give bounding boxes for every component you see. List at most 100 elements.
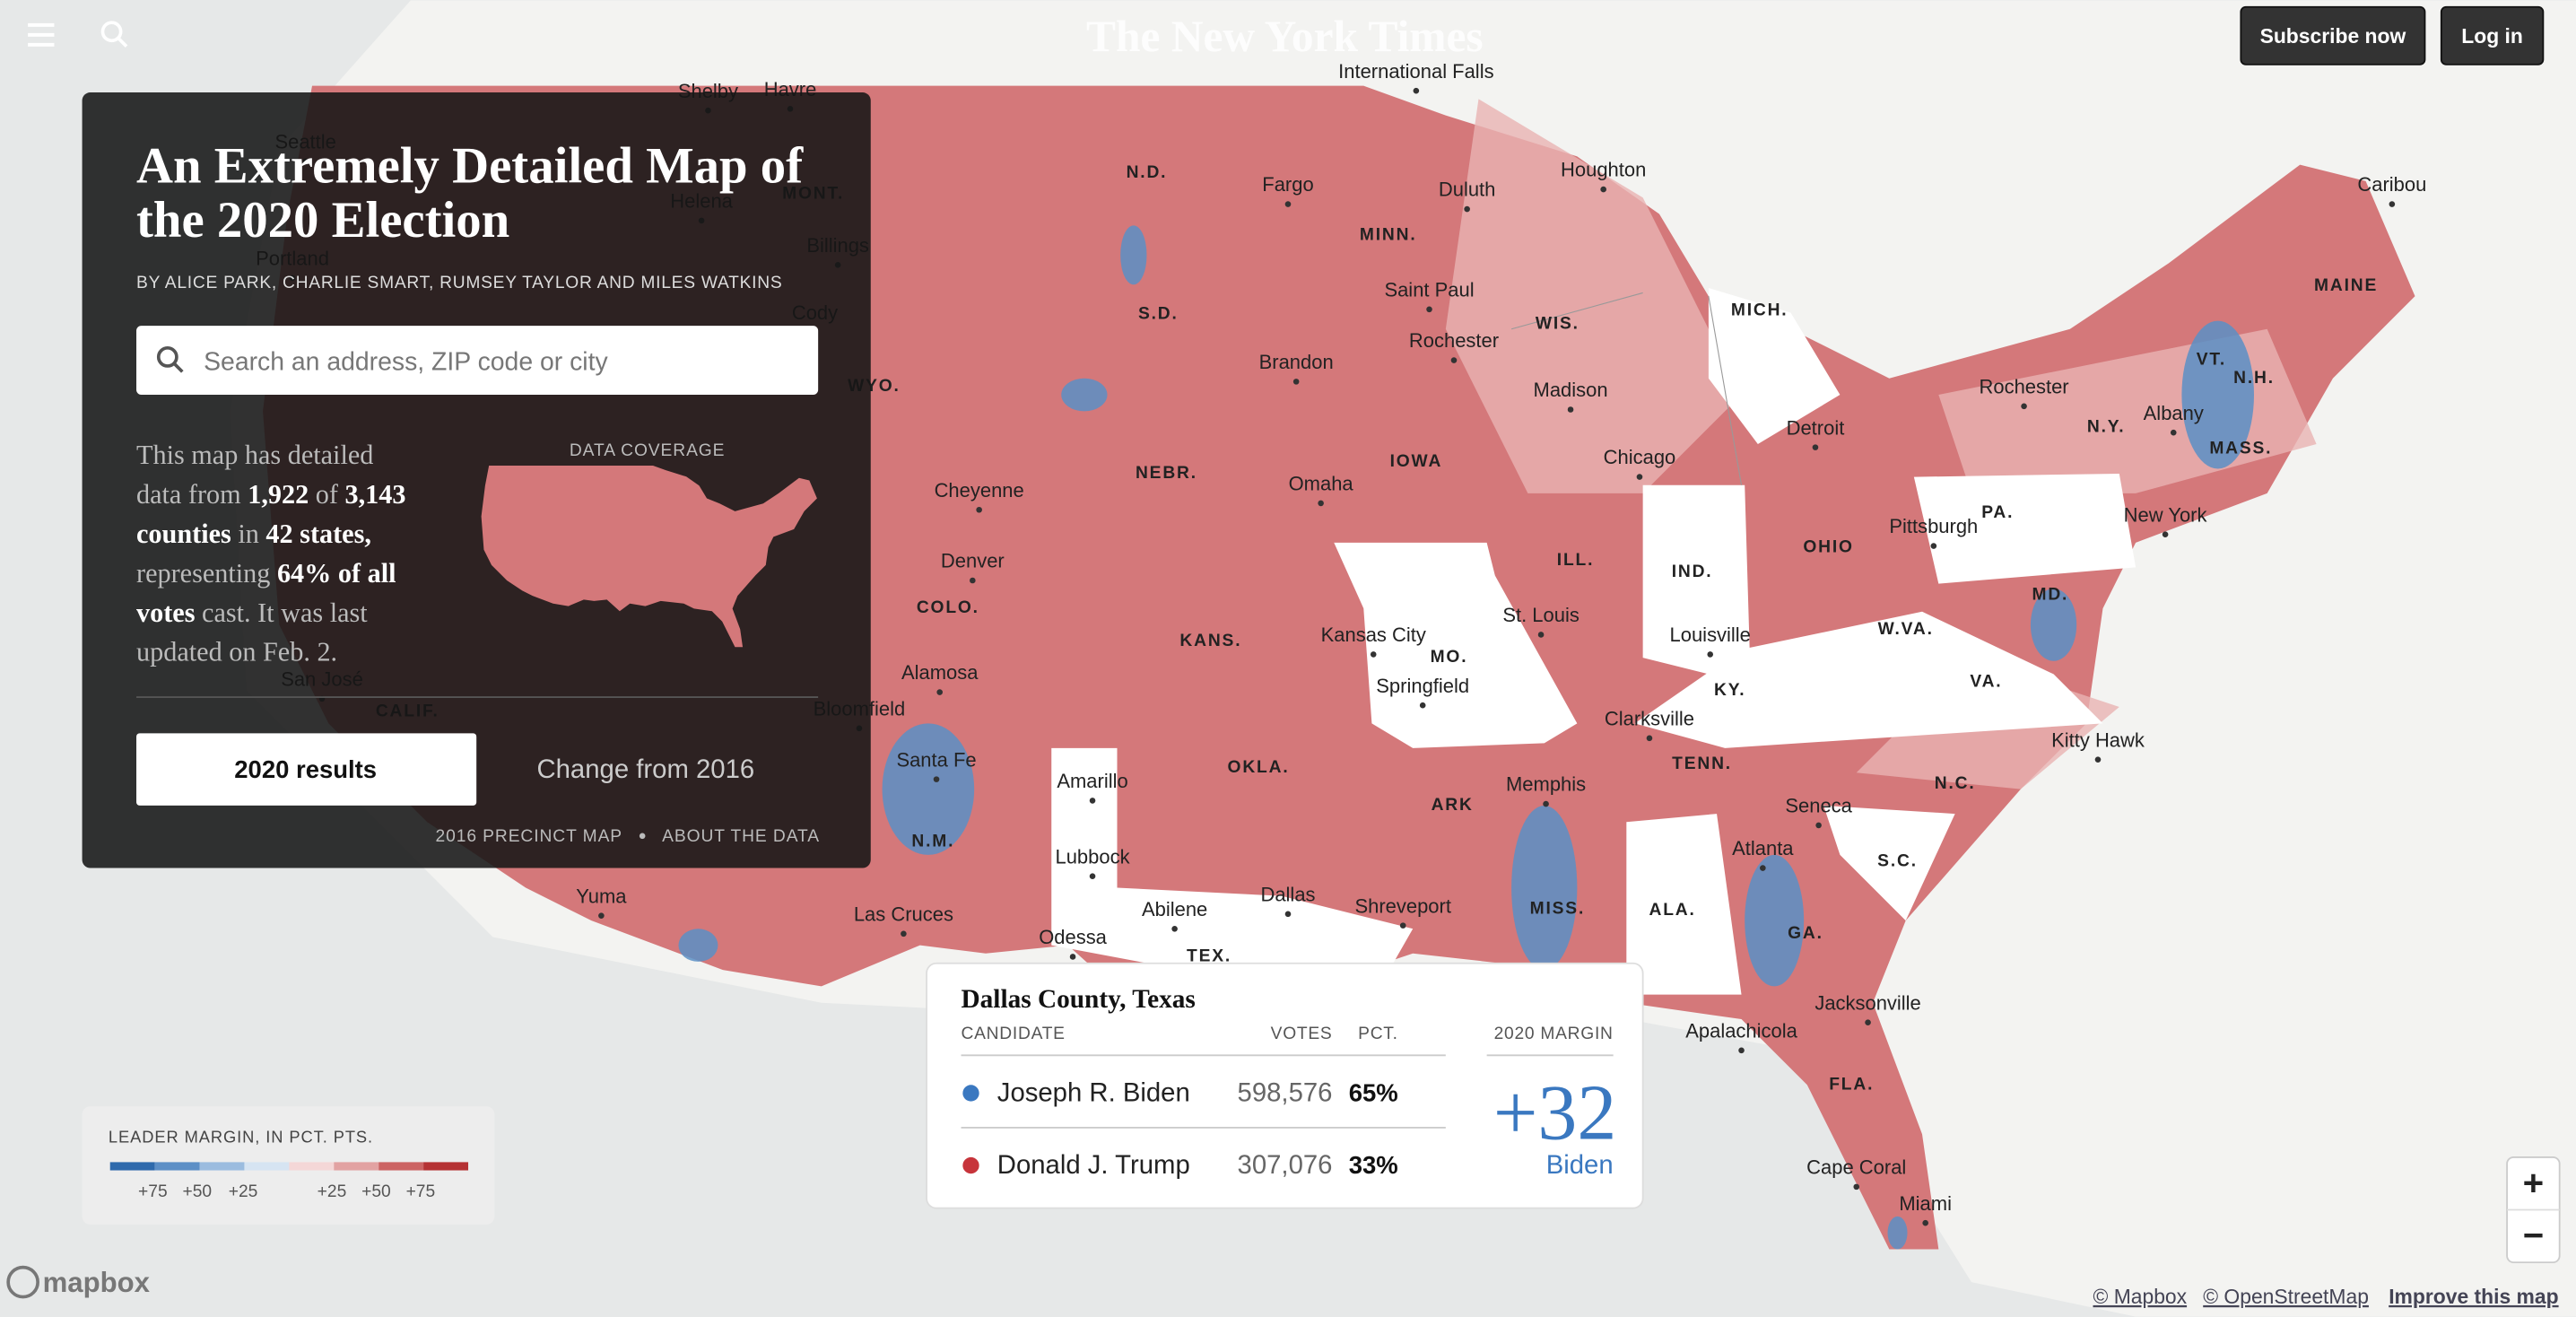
state-label: KANS. — [1179, 632, 1241, 650]
state-label: ARK — [1432, 796, 1474, 815]
city-label: Denver — [941, 550, 1005, 572]
state-label: MICH. — [1731, 301, 1788, 320]
margin-leader: Biden — [1546, 1150, 1614, 1180]
city-label: Yuma — [576, 885, 627, 907]
city-label: Alamosa — [901, 661, 979, 684]
city-label: Albany — [2144, 402, 2204, 424]
state-label: MAINE — [2314, 276, 2378, 295]
search-glass — [156, 345, 178, 368]
coverage-text: counties — [136, 519, 231, 549]
state-label: MD. — [2032, 586, 2069, 605]
coverage-line: updated on Feb. 2. — [136, 637, 337, 667]
search-box[interactable] — [136, 326, 819, 396]
city-dot — [976, 506, 982, 513]
city-dot — [1853, 1183, 1860, 1191]
state-label: COLO. — [917, 598, 979, 617]
panel-link[interactable]: ABOUT THE DATA — [662, 827, 820, 846]
tab-label[interactable]: Change from 2016 — [536, 754, 754, 784]
city-label: Pittsburgh — [1889, 515, 1978, 537]
city-label: Rochester — [1409, 329, 1499, 352]
login-button[interactable] — [2440, 5, 2545, 65]
state-label: WIS. — [1536, 314, 1580, 333]
city-dot — [1537, 632, 1545, 638]
login-label[interactable]: Log in — [2461, 24, 2523, 48]
panel-link[interactable]: 2016 PRECINCT MAP — [436, 827, 623, 846]
state-label: N.Y. — [2087, 418, 2126, 437]
coverage-text: data from — [136, 479, 248, 510]
menu-icon[interactable] — [28, 22, 55, 47]
tooltip-title: Dallas County, Texas — [962, 985, 1196, 1014]
legend-label: +25 — [229, 1182, 258, 1201]
city-label: Clarksville — [1605, 707, 1694, 729]
state-label: MISS. — [1530, 899, 1585, 918]
tooltip-box — [926, 962, 1644, 1209]
coverage-label: DATA COVERAGE — [570, 441, 726, 460]
state-label: TEX. — [1187, 947, 1231, 966]
pct: 65% — [1349, 1079, 1398, 1107]
legend-swatch — [289, 1162, 335, 1171]
city-label: Caribou — [2357, 173, 2426, 196]
tab-active[interactable] — [136, 733, 477, 806]
top-bar: The New York Times Subscribe now Log in — [28, 5, 2545, 65]
city-label: St. Louis — [1502, 604, 1579, 626]
city-dot — [1930, 543, 1937, 549]
city-dot — [1284, 911, 1292, 918]
search-icon[interactable] — [100, 21, 128, 48]
coverage-line: data from 1,922 of 3,143 — [136, 479, 405, 510]
city-dot — [1646, 735, 1653, 742]
no-data-areas — [1051, 287, 2137, 995]
attribution-link[interactable]: © OpenStreetMap — [2203, 1285, 2369, 1308]
city-label: Chicago — [1604, 446, 1676, 468]
coverage-line: votes cast. It was last — [136, 597, 368, 628]
city-dot — [936, 689, 943, 695]
subscribe-label[interactable]: Subscribe now — [2260, 24, 2406, 48]
state-label: S.D. — [1138, 304, 1179, 323]
legend-swatch — [154, 1162, 200, 1171]
tooltip: Dallas County, Texas CANDIDATE VOTES PCT. 20… — [961, 985, 1616, 1180]
state-label: N.H. — [2233, 369, 2275, 388]
city-dot — [933, 776, 940, 782]
city-dot — [1426, 306, 1432, 313]
attribution-link[interactable]: Improve this map — [2389, 1285, 2558, 1308]
attribution-link[interactable]: © Mapbox — [2093, 1285, 2188, 1308]
city-label: Apalachicola — [1685, 1019, 1797, 1042]
city-label: Seneca — [1785, 795, 1852, 817]
state-label: VA. — [1970, 673, 2002, 692]
subscribe-button[interactable] — [2240, 5, 2426, 65]
city-dot — [598, 912, 605, 919]
state-label: N.D. — [1127, 163, 1168, 182]
state-label: N.M. — [911, 832, 954, 850]
city-dot — [1292, 379, 1300, 385]
city-dot — [1738, 1047, 1745, 1054]
coverage-text: cast. It was last — [195, 597, 368, 628]
city-label: Memphis — [1506, 773, 1586, 796]
candidate-name: Joseph R. Biden — [997, 1078, 1190, 1108]
city-dot — [1370, 651, 1377, 658]
city-dot — [1284, 201, 1292, 207]
city-dot — [1815, 822, 1822, 829]
city-label: Kansas City — [1321, 624, 1426, 646]
city-label: Brandon — [1259, 351, 1334, 373]
city-dot — [1413, 87, 1420, 94]
margin: +32 — [1493, 1070, 1616, 1157]
zoom-out[interactable]: − — [2523, 1216, 2545, 1256]
state-borders — [1510, 292, 1743, 485]
city-label: Cape Coral — [1806, 1156, 1906, 1179]
zoom-in[interactable]: + — [2523, 1163, 2545, 1203]
city-label: Santa Fe — [896, 748, 976, 771]
city-dot — [1760, 865, 1766, 871]
city-dot — [2389, 201, 2396, 207]
city-label: Saint Paul — [1384, 278, 1474, 301]
legend-label: +75 — [406, 1182, 436, 1201]
city-label: Duluth — [1439, 179, 1496, 201]
city-dot — [1600, 186, 1606, 193]
city-dot — [1707, 651, 1714, 658]
legend-label: +75 — [138, 1182, 168, 1201]
state-label: OKLA. — [1228, 758, 1290, 777]
state-label: N.C. — [1935, 774, 1976, 793]
state-label: TENN. — [1672, 754, 1732, 773]
city-dot — [1089, 798, 1096, 804]
state-label: S.C. — [1877, 851, 1918, 870]
